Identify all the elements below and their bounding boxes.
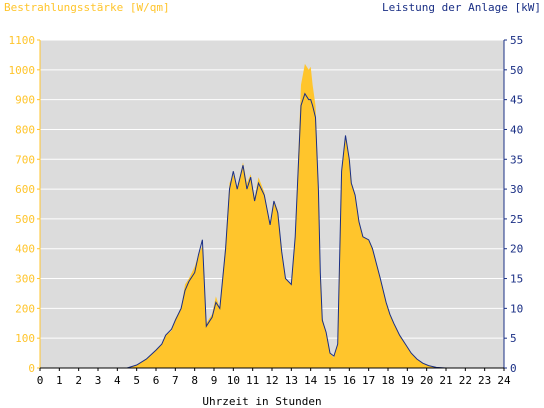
- x-tick-label: 2: [75, 374, 82, 387]
- y-left-tick-label: 1100: [9, 34, 36, 47]
- y-right-tick-label: 30: [510, 183, 523, 196]
- x-tick-label: 22: [459, 374, 472, 387]
- x-tick-label: 23: [478, 374, 491, 387]
- y-left-tick-label: 1000: [9, 64, 36, 77]
- y-right-tick-label: 20: [510, 243, 523, 256]
- y-right-tick-label: 45: [510, 94, 523, 107]
- axes: 0100200300400500600700800900100011000510…: [9, 34, 524, 387]
- x-tick-label: 8: [191, 374, 198, 387]
- x-tick-label: 19: [401, 374, 414, 387]
- x-tick-label: 14: [304, 374, 318, 387]
- x-tick-label: 21: [439, 374, 452, 387]
- x-tick-label: 15: [323, 374, 336, 387]
- x-tick-label: 9: [211, 374, 218, 387]
- x-tick-label: 1: [56, 374, 63, 387]
- y-right-tick-label: 5: [510, 332, 517, 345]
- y-right-tick-label: 35: [510, 153, 523, 166]
- y-left-tick-label: 800: [15, 123, 35, 136]
- y-left-tick-label: 200: [15, 302, 35, 315]
- y-right-tick-label: 15: [510, 273, 523, 286]
- y-right-tick-label: 40: [510, 123, 523, 136]
- x-tick-label: 10: [227, 374, 240, 387]
- x-tick-label: 17: [362, 374, 375, 387]
- y-right-tick-label: 55: [510, 34, 523, 47]
- x-tick-label: 6: [153, 374, 160, 387]
- x-tick-label: 13: [285, 374, 298, 387]
- x-tick-label: 18: [381, 374, 394, 387]
- x-tick-label: 16: [343, 374, 356, 387]
- y-left-tick-label: 400: [15, 243, 35, 256]
- y-left-tick-label: 500: [15, 213, 35, 226]
- y-right-tick-label: 50: [510, 64, 523, 77]
- x-tick-label: 3: [95, 374, 102, 387]
- y-right-tick-label: 10: [510, 302, 523, 315]
- right-axis-title: Leistung der Anlage [kW]: [382, 1, 541, 14]
- x-tick-label: 24: [497, 374, 511, 387]
- y-right-tick-label: 25: [510, 213, 523, 226]
- x-tick-label: 5: [133, 374, 140, 387]
- y-left-tick-label: 100: [15, 332, 35, 345]
- y-left-tick-label: 0: [28, 362, 35, 375]
- left-axis-title: Bestrahlungsstärke [W/qm]: [4, 1, 170, 14]
- power-line: [40, 92, 504, 369]
- x-tick-label: 12: [265, 374, 278, 387]
- x-tick-label: 4: [114, 374, 121, 387]
- x-tick-label: 20: [420, 374, 433, 387]
- x-axis-label: Uhrzeit in Stunden: [202, 395, 321, 408]
- x-tick-label: 0: [37, 374, 44, 387]
- x-tick-label: 11: [246, 374, 259, 387]
- y-left-tick-label: 600: [15, 183, 35, 196]
- x-tick-label: 7: [172, 374, 179, 387]
- y-left-tick-label: 900: [15, 94, 35, 107]
- y-right-tick-label: 0: [510, 362, 517, 375]
- y-left-tick-label: 300: [15, 273, 35, 286]
- y-left-tick-label: 700: [15, 153, 35, 166]
